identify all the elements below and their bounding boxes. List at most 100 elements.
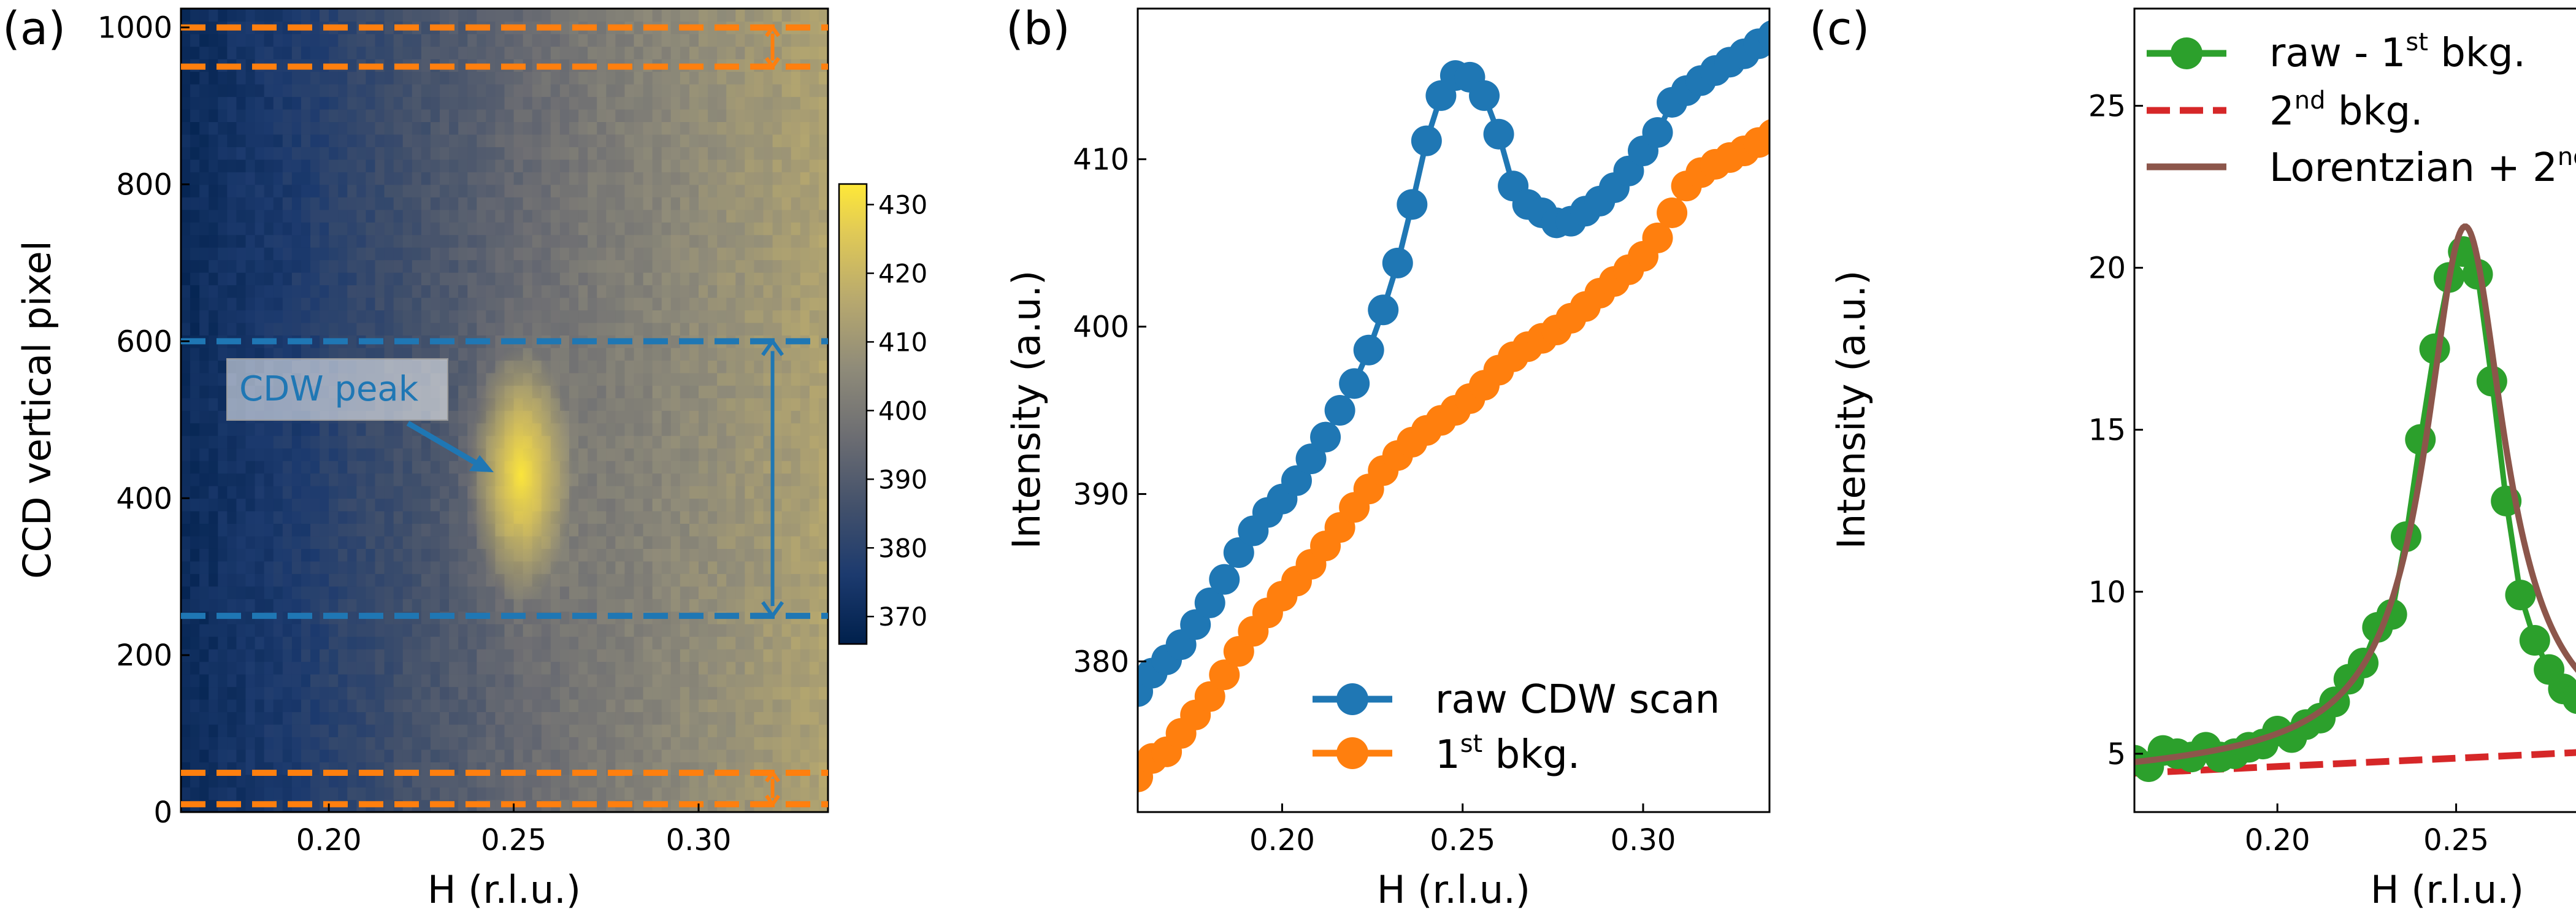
heatmap-cell bbox=[597, 473, 607, 486]
heatmap-cell bbox=[301, 711, 311, 725]
heatmap-cell bbox=[477, 636, 487, 650]
heatmap-cell bbox=[245, 586, 256, 599]
heatmap-cell bbox=[634, 46, 644, 59]
heatmap-cell bbox=[347, 699, 358, 713]
heatmap-cell bbox=[440, 561, 450, 574]
heatmap-cell bbox=[190, 460, 200, 474]
heatmap-cell bbox=[818, 623, 828, 637]
heatmap-cell bbox=[209, 184, 219, 197]
heatmap-cell bbox=[578, 686, 588, 700]
heatmap-cell bbox=[430, 209, 440, 223]
heatmap-cell bbox=[245, 561, 256, 574]
heatmap-cell bbox=[458, 787, 469, 800]
heatmap-cell bbox=[781, 96, 792, 110]
heatmap-cell bbox=[301, 33, 311, 47]
heatmap-cell bbox=[282, 134, 293, 147]
heatmap-cell bbox=[402, 322, 413, 335]
heatmap-cell bbox=[458, 197, 469, 210]
heatmap-cell bbox=[366, 310, 376, 323]
heatmap-cell bbox=[670, 397, 681, 411]
heatmap-cell bbox=[717, 699, 727, 713]
heatmap-cell bbox=[320, 435, 329, 449]
heatmap-cell bbox=[477, 774, 487, 788]
heatmap-cell bbox=[763, 71, 773, 85]
heatmap-cell bbox=[347, 172, 358, 185]
heatmap-cell bbox=[578, 410, 588, 424]
heatmap-cell bbox=[772, 285, 783, 298]
heatmap-cell bbox=[523, 259, 533, 273]
heatmap-cell bbox=[264, 711, 274, 725]
heatmap-cell bbox=[661, 711, 672, 725]
heatmap-cell bbox=[606, 247, 616, 261]
heatmap-cell bbox=[375, 209, 385, 223]
heatmap-cell bbox=[366, 573, 376, 587]
heatmap-cell bbox=[329, 623, 339, 637]
heatmap-cell bbox=[809, 787, 819, 800]
heatmap-cell bbox=[578, 699, 588, 713]
heatmap-cell bbox=[809, 548, 819, 562]
heatmap-cell bbox=[597, 83, 607, 98]
heatmap-cell bbox=[338, 435, 348, 449]
heatmap-cell bbox=[236, 473, 247, 486]
heatmap-cell bbox=[661, 172, 672, 185]
heatmap-cell bbox=[320, 673, 329, 688]
data-point bbox=[1209, 659, 1240, 691]
heatmap-cell bbox=[402, 121, 413, 135]
heatmap-cell bbox=[791, 159, 801, 172]
heatmap-cell bbox=[745, 448, 755, 461]
heatmap-cell bbox=[458, 121, 469, 135]
heatmap-cell bbox=[402, 623, 413, 637]
heatmap-cell bbox=[745, 535, 755, 549]
heatmap-cell bbox=[726, 523, 737, 537]
heatmap-cell bbox=[486, 648, 496, 662]
heatmap-cell bbox=[338, 423, 348, 436]
heatmap-cell bbox=[652, 410, 662, 424]
heatmap-cell bbox=[218, 498, 228, 512]
heatmap-cell bbox=[809, 510, 819, 524]
heatmap-cell bbox=[486, 109, 496, 123]
heatmap-cell bbox=[800, 197, 810, 210]
heatmap-cell bbox=[209, 9, 219, 22]
heatmap-cell bbox=[245, 448, 256, 461]
heatmap-cell bbox=[588, 347, 598, 361]
heatmap-cell bbox=[236, 699, 247, 713]
heatmap-cell bbox=[588, 234, 598, 248]
heatmap-cell bbox=[781, 71, 792, 85]
heatmap-cell bbox=[569, 423, 579, 436]
heatmap-cell bbox=[615, 134, 626, 147]
heatmap-cell bbox=[791, 9, 801, 22]
heatmap-cell bbox=[245, 9, 256, 22]
heatmap-cell bbox=[550, 648, 561, 662]
heatmap-cell bbox=[818, 322, 828, 335]
heatmap-cell bbox=[218, 435, 228, 449]
heatmap-cell bbox=[809, 423, 819, 436]
heatmap-cell bbox=[569, 774, 579, 788]
heatmap-cell bbox=[467, 46, 478, 59]
heatmap-cell bbox=[421, 234, 431, 248]
heatmap-cell bbox=[190, 109, 200, 123]
heatmap-cell bbox=[781, 498, 792, 512]
heatmap-cell bbox=[255, 71, 265, 85]
heatmap-cell bbox=[273, 285, 283, 298]
heatmap-cell bbox=[393, 46, 404, 59]
heatmap-cell bbox=[449, 749, 459, 762]
heatmap-cell bbox=[245, 787, 256, 800]
heatmap-cell bbox=[680, 33, 690, 47]
heatmap-cell bbox=[726, 787, 737, 800]
heatmap-cell bbox=[772, 473, 783, 486]
heatmap-cell bbox=[597, 197, 607, 210]
heatmap-cell bbox=[384, 548, 394, 562]
heatmap-cell bbox=[809, 762, 819, 775]
heatmap-cell bbox=[338, 297, 348, 311]
heatmap-cell bbox=[402, 33, 413, 47]
heatmap-cell bbox=[338, 460, 348, 474]
heatmap-cell bbox=[541, 209, 551, 223]
heatmap-cell bbox=[421, 9, 431, 22]
heatmap-cell bbox=[209, 724, 219, 737]
heatmap-cell bbox=[559, 121, 570, 135]
heatmap-cell bbox=[809, 410, 819, 424]
heatmap-cell bbox=[772, 686, 783, 700]
heatmap-cell bbox=[245, 523, 256, 537]
heatmap-cell bbox=[634, 372, 644, 386]
heatmap-cell bbox=[430, 347, 440, 361]
